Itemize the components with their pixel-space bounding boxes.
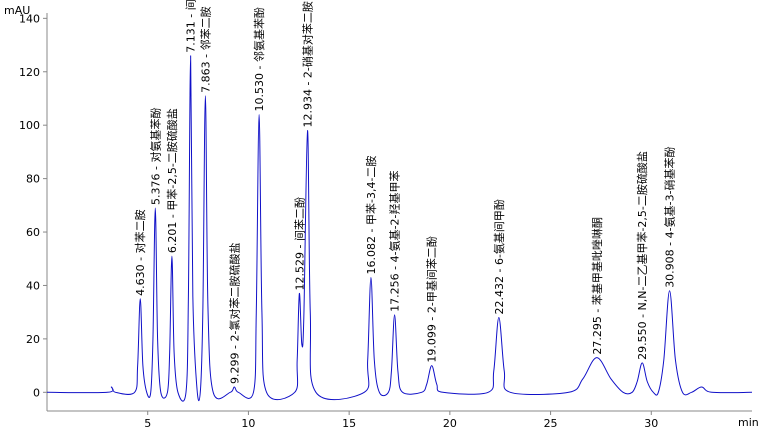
peak-label: 6.201 - 甲苯-2,5-二胺硫酸盐 [165,108,179,253]
peak-label: 19.099 - 2-甲基间苯二酚 [425,236,439,362]
peak-label: 12.529 - 间苯二酚 [292,197,306,290]
peak-label: 16.082 - 甲苯-3,4-二胺 [364,156,378,275]
peak-label: 17.256 - 4-氨基-2-羟基甲苯 [388,170,402,311]
peak-label: 30.908 - 4-氨基-3-硝基苯酚 [663,146,677,287]
peak-label: 22.432 - 6-氨基间甲酚 [492,199,506,314]
trace [46,55,753,402]
peak-label: 5.376 - 对氨基苯酚 [148,108,162,205]
peak-label: 27.295 - 苯基甲基吡唑啉酮 [590,217,604,354]
y-tick-label: 120 [19,66,40,79]
y-tick-label: 20 [26,333,40,346]
y-tick-label: 80 [26,173,40,186]
x-tick-label: 30 [644,417,658,430]
x-tick-label: 10 [241,417,255,430]
peak-label: 9.299 - 2-氯对苯二胺硫酸盐 [227,243,241,384]
y-tick-label: 60 [26,226,40,239]
peak-label: 29.550 - N,N-二乙基甲苯-2,5-二胺硫酸盐 [635,151,649,360]
peak-label: 7.863 - 邻苯二胺 [198,6,212,92]
peak-label: 7.131 - 间氨基苯酚 [184,0,198,53]
peak-label: 4.630 - 对苯二胺 [133,209,147,295]
x-tick-label: 25 [544,417,558,430]
x-axis-label: min [738,416,759,429]
y-tick-label: 100 [19,119,40,132]
y-tick-label: 0 [33,386,40,399]
x-tick-label: 5 [144,417,151,430]
y-tick-label: 40 [26,279,40,292]
peak-label: 10.530 - 邻氨基苯酚 [252,7,266,111]
peak-label: 12.934 - 2-硝基对苯二胺 [301,1,315,127]
y-tick-label: 140 [19,12,40,25]
x-tick-label: 15 [342,417,356,430]
x-tick-label: 20 [443,417,457,430]
y-axis-label: mAU [4,4,30,17]
